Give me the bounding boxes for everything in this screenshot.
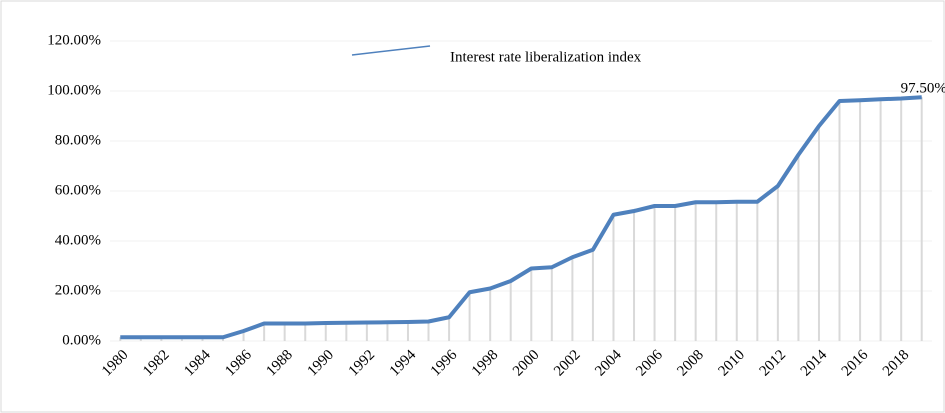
y-tick-label: 0.00% <box>62 332 101 348</box>
y-tick-label: 120.00% <box>47 32 101 48</box>
legend-label: Interest rate liberalization index <box>450 49 642 65</box>
y-tick-label: 100.00% <box>47 82 101 98</box>
y-tick-label: 40.00% <box>55 232 101 248</box>
y-tick-label: 60.00% <box>55 182 101 198</box>
legend-swatch <box>351 45 431 56</box>
data-label: 97.50% <box>901 81 945 97</box>
y-tick-label: 80.00% <box>55 132 101 148</box>
series-line <box>120 95 922 340</box>
y-tick-label: 20.00% <box>55 282 101 298</box>
